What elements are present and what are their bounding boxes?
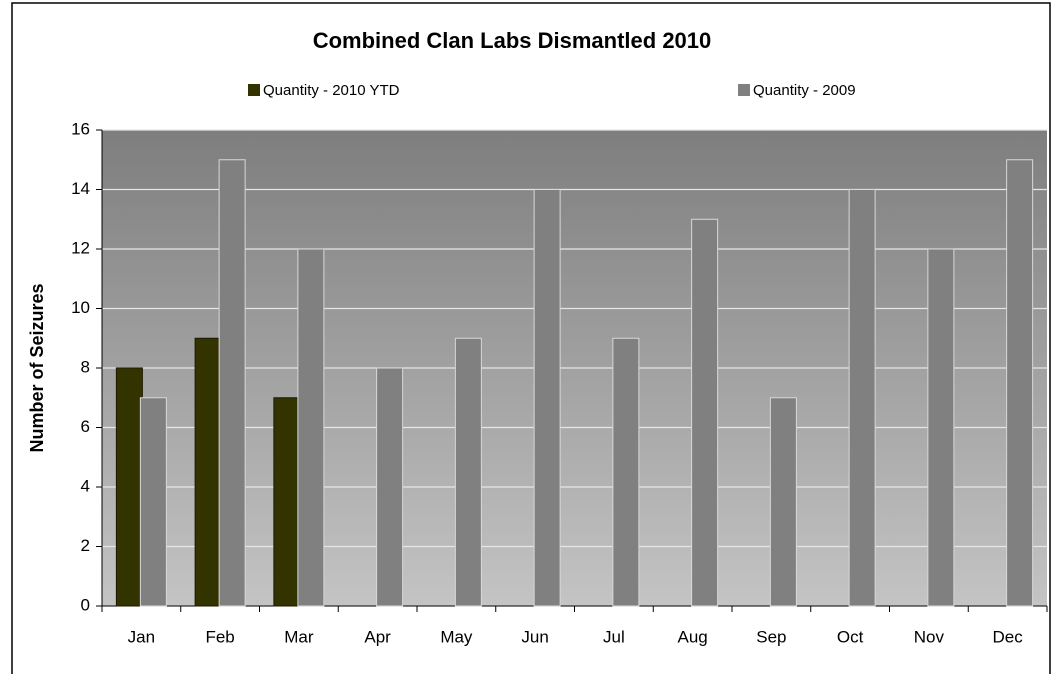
x-tick-label: Apr [364,627,391,646]
bar [139,397,167,607]
bar [612,337,640,607]
x-tick-label: Jan [128,627,155,646]
legend-swatch [248,84,260,96]
x-tick-label: Mar [284,627,314,646]
x-tick-label: Oct [837,627,864,646]
bar [691,218,719,607]
bar [115,367,143,607]
y-tick-label: 8 [81,357,90,376]
x-tick-label: Nov [914,627,945,646]
bar [533,189,561,607]
y-tick-label: 10 [71,298,90,317]
chart-title: Combined Clan Labs Dismantled 2010 [313,28,712,53]
y-tick-label: 6 [81,417,90,436]
bar [376,367,404,607]
bar [927,248,955,607]
legend-swatch [738,84,750,96]
bar [454,337,482,607]
bar [848,189,876,607]
x-tick-label: Jun [521,627,548,646]
x-tick-label: Sep [756,627,786,646]
bar [218,159,246,607]
x-tick-label: Feb [205,627,234,646]
bar [194,337,222,607]
x-tick-label: May [440,627,473,646]
bar [273,397,301,607]
bar [1006,159,1034,607]
bar [297,248,325,607]
y-tick-label: 2 [81,536,90,555]
y-tick-label: 12 [71,238,90,257]
y-tick-label: 16 [71,119,90,138]
bar [769,397,797,607]
y-axis-label: Number of Seizures [27,283,47,452]
x-tick-label: Aug [678,627,708,646]
y-tick-label: 0 [81,595,90,614]
legend-label: Quantity - 2009 [753,82,856,99]
x-tick-label: Dec [993,627,1024,646]
legend-label: Quantity - 2010 YTD [263,82,400,99]
y-tick-label: 14 [71,179,90,198]
y-tick-label: 4 [81,476,90,495]
x-tick-label: Jul [603,627,625,646]
